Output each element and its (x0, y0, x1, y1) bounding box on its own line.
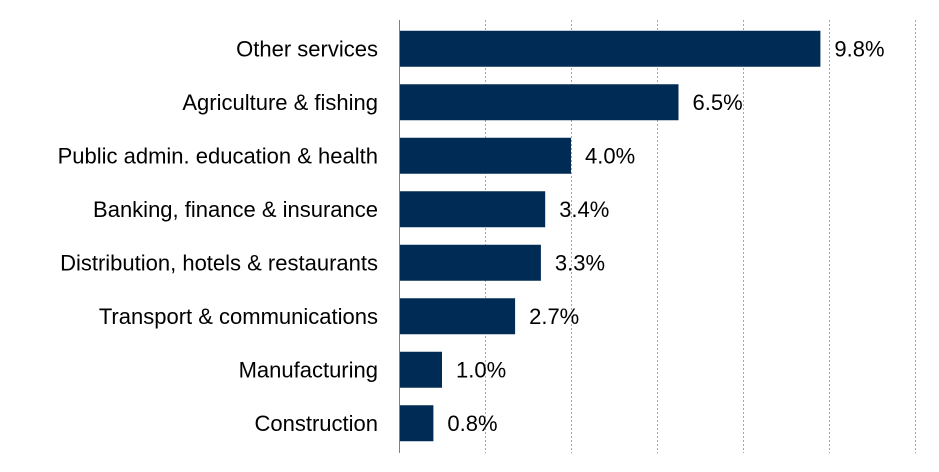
data-label-2: 4.0% (585, 143, 635, 168)
bar-2 (400, 137, 571, 174)
category-label-6: Manufacturing (239, 357, 378, 382)
data-label-3: 3.4% (559, 197, 609, 222)
data-labels: 9.8% 6.5% 4.0% 3.4% 3.3% 2.7% 1.0% 0.8% (447, 36, 884, 436)
category-label-0: Other services (236, 36, 378, 61)
category-label-1: Agriculture & fishing (182, 90, 378, 115)
bar-4 (400, 244, 541, 281)
category-label-2: Public admin. education & health (58, 143, 378, 168)
bars (400, 30, 821, 442)
bar-3 (400, 191, 546, 228)
data-label-7: 0.8% (447, 411, 497, 436)
data-label-5: 2.7% (529, 304, 579, 329)
bar-0 (400, 30, 821, 67)
data-label-0: 9.8% (834, 36, 884, 61)
bar-6 (400, 351, 442, 388)
data-label-1: 6.5% (693, 90, 743, 115)
data-label-4: 3.3% (555, 250, 605, 275)
bar-5 (400, 298, 516, 335)
category-label-5: Transport & communications (99, 304, 378, 329)
category-label-7: Construction (254, 411, 378, 436)
bar-7 (400, 405, 434, 442)
bar-1 (400, 84, 679, 121)
data-label-6: 1.0% (456, 357, 506, 382)
category-labels: Other services Agriculture & fishing Publi… (58, 36, 378, 436)
category-label-3: Banking, finance & insurance (93, 197, 378, 222)
category-label-4: Distribution, hotels & restaurants (60, 250, 378, 275)
